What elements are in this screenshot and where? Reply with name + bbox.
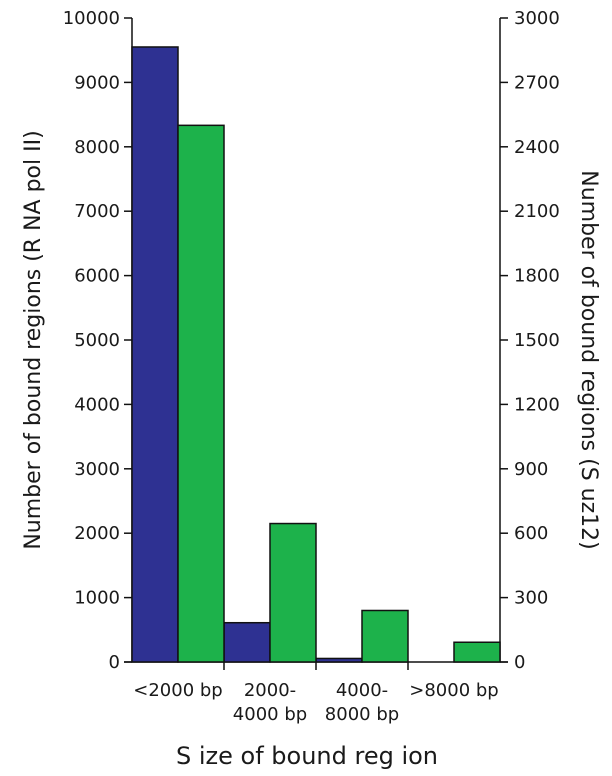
bar-right-3 xyxy=(453,641,501,663)
bar-right-0 xyxy=(177,124,225,663)
y-tick-label-right: 0 xyxy=(514,652,525,673)
y-tick-label-left: 9000 xyxy=(74,72,120,93)
y-tick-label-right: 1200 xyxy=(514,394,560,415)
y-tick-label-left: 3000 xyxy=(74,459,120,480)
y-tick-label-right: 2400 xyxy=(514,137,560,158)
y-tick-label-right: 300 xyxy=(514,588,548,609)
bar-left-2 xyxy=(315,657,363,663)
y-tick-label-right: 2100 xyxy=(514,201,560,222)
x-tick-label: 2000-4000 bp xyxy=(233,680,307,725)
x-tick-label: 4000-8000 bp xyxy=(325,680,399,725)
bar-left-1 xyxy=(223,621,271,663)
tick-labels: 0100020003000400050006000700080009000100… xyxy=(63,8,560,725)
y-tick-label-right: 1800 xyxy=(514,266,560,287)
y-tick-label-left: 6000 xyxy=(74,266,120,287)
y-tick-label-left: 2000 xyxy=(74,523,120,544)
y-tick-label-left: 4000 xyxy=(74,394,120,415)
y-tick-label-right: 600 xyxy=(514,523,548,544)
y-tick-label-right: 1500 xyxy=(514,330,560,351)
y-tick-label-left: 8000 xyxy=(74,137,120,158)
bar-right-1 xyxy=(269,522,317,663)
y-tick-label-right: 900 xyxy=(514,459,548,480)
y-tick-label-left: 10000 xyxy=(63,8,120,29)
y-tick-label-right: 2700 xyxy=(514,72,560,93)
bar-right-2 xyxy=(361,609,409,663)
x-axis-title: S ize of bound reg ion xyxy=(176,742,438,770)
y-tick-label-left: 1000 xyxy=(74,588,120,609)
y-axis-title-left: Number of bound regions (R NA pol II) xyxy=(21,130,46,549)
x-tick-label: >8000 bp xyxy=(409,680,498,701)
bars xyxy=(131,46,501,663)
x-tick-label: <2000 bp xyxy=(133,680,222,701)
y-axis-title-right: Number of bound regions (S uz12) xyxy=(576,170,601,549)
y-tick-label-left: 0 xyxy=(109,652,120,673)
y-tick-label-left: 7000 xyxy=(74,201,120,222)
y-tick-label-right: 3000 xyxy=(514,8,560,29)
bar-left-0 xyxy=(131,46,179,663)
y-tick-label-left: 5000 xyxy=(74,330,120,351)
